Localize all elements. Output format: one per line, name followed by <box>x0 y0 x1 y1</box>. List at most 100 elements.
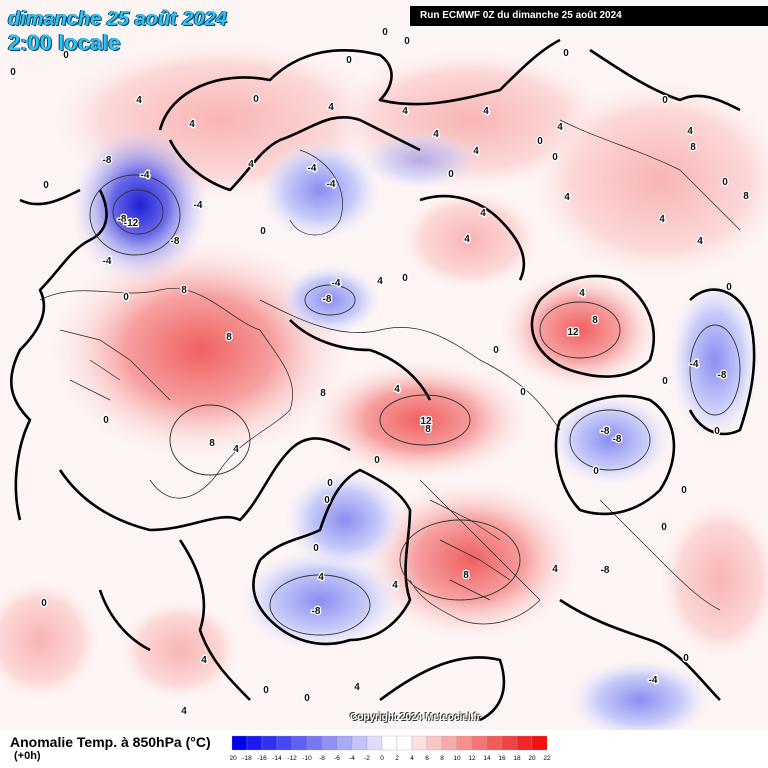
contour-label: 4 <box>433 129 439 140</box>
contour-label: -8 <box>171 236 180 247</box>
contour-label: -4 <box>332 278 341 289</box>
contour-label: 4 <box>318 572 324 583</box>
legend-swatch <box>321 735 338 751</box>
contour-label: 0 <box>448 169 454 180</box>
legend-swatch <box>441 735 458 751</box>
contour-label: 12 <box>567 327 579 338</box>
contour-label: 0 <box>662 95 668 106</box>
legend-tick-label: -10 <box>302 755 312 762</box>
contour-label: 12 <box>420 416 432 427</box>
contour-label: 0 <box>263 685 269 696</box>
contour-label: -4 <box>141 170 150 181</box>
contour-label: 0 <box>662 376 668 387</box>
legend-tick-label: 6 <box>425 755 429 762</box>
contour-label: 4 <box>480 208 486 219</box>
contour-label: 4 <box>189 119 195 130</box>
forecast-date: dimanche 25 août 2024 <box>8 8 227 30</box>
contour-label: 4 <box>557 122 563 133</box>
contour-label: 0 <box>681 485 687 496</box>
legend-swatch <box>381 735 398 751</box>
contour-label: 8 <box>209 438 215 449</box>
contour-label: -8 <box>103 155 112 166</box>
legend-tick-label: 8 <box>440 755 444 762</box>
contour-label: 4 <box>201 655 207 666</box>
contour-label: 0 <box>346 55 352 66</box>
model-run-info: Run ECMWF 0Z du dimanche 25 août 2024 <box>410 6 768 26</box>
contour-label: 0 <box>402 273 408 284</box>
anomaly-contours <box>89 174 741 636</box>
contour-label: -8 <box>601 426 610 437</box>
variable-title: Anomalie Temp. à 850hPa (°C) <box>10 734 211 750</box>
contour-label: 0 <box>714 426 720 437</box>
contour-label: 8 <box>743 191 749 202</box>
contour-label: 0 <box>103 415 109 426</box>
legend-tick-label: -12 <box>287 755 297 762</box>
contour-label: -4 <box>690 359 699 370</box>
contour-label: 0 <box>41 598 47 609</box>
legend-tick-label: -18 <box>242 755 252 762</box>
legend-tick-label: -20 <box>230 755 237 762</box>
contour-label: 0 <box>537 136 543 147</box>
contour-label: -8 <box>323 294 332 305</box>
contour-label: 0 <box>43 180 49 191</box>
contour-label: 0 <box>304 693 310 704</box>
contour-label: 8 <box>425 424 431 435</box>
legend-swatch <box>426 735 443 751</box>
legend-swatch <box>246 735 263 751</box>
contour-label: 4 <box>377 276 383 287</box>
coastlines <box>39 119 741 625</box>
contour-label: 4 <box>473 146 479 157</box>
contour-label: 0 <box>552 152 558 163</box>
contour-label: 0 <box>593 466 599 477</box>
legend-swatch <box>486 735 503 751</box>
contour-label: 4 <box>328 102 334 113</box>
legend-tick-label: -14 <box>272 755 282 762</box>
contour-label: 4 <box>394 384 400 395</box>
legend-swatch <box>516 735 533 751</box>
contour-label: 8 <box>181 285 187 296</box>
copyright-notice: Copyright 2024 Meteociel.fr <box>350 712 481 723</box>
legend-swatch <box>471 735 488 751</box>
legend-tick-label: 10 <box>453 755 461 762</box>
contour-label: -12 <box>124 218 139 229</box>
contour-label: 4 <box>354 682 360 693</box>
contour-label: 0 <box>324 495 330 506</box>
legend-swatch <box>501 735 518 751</box>
legend-tick-label: 16 <box>498 755 506 762</box>
contour-label: 4 <box>659 214 665 225</box>
contour-label: 8 <box>320 388 326 399</box>
contour-label: 0 <box>683 653 689 664</box>
contour-label: 0 <box>253 94 259 105</box>
contour-label: 0 <box>313 543 319 554</box>
contour-label: 0 <box>563 48 569 59</box>
zero-contours <box>9 38 756 722</box>
legend-swatch <box>336 735 353 751</box>
contour-label: 4 <box>564 192 570 203</box>
legend-tick-label: -16 <box>257 755 267 762</box>
contour-label: 0 <box>63 50 69 61</box>
contour-label: 0 <box>404 36 410 47</box>
forecast-local-time: 2:00 locale <box>8 30 121 55</box>
contour-label: 0 <box>123 292 129 303</box>
legend-swatch <box>531 735 548 751</box>
legend-tick-label: -4 <box>349 755 355 762</box>
contour-label: -8 <box>118 214 127 225</box>
contour-label: 8 <box>226 332 232 343</box>
contour-label: -8 <box>601 565 610 576</box>
contour-label: 4 <box>552 564 558 575</box>
legend-swatch <box>261 735 278 751</box>
legend-tick-label: 0 <box>380 755 384 762</box>
legend-swatch <box>411 735 428 751</box>
legend-swatch <box>291 735 308 751</box>
color-legend: -20-18-16-14-12-10-8-6-4-202468101214161… <box>230 735 551 762</box>
contour-label: -4 <box>649 675 658 686</box>
contour-label: -4 <box>308 163 317 174</box>
contour-label: 8 <box>463 570 469 581</box>
contour-label: 0 <box>726 282 732 293</box>
forecast-offset: (+0h) <box>14 750 41 762</box>
contour-label: -8 <box>312 606 321 617</box>
contour-label: 4 <box>697 236 703 247</box>
legend-swatch <box>276 735 293 751</box>
